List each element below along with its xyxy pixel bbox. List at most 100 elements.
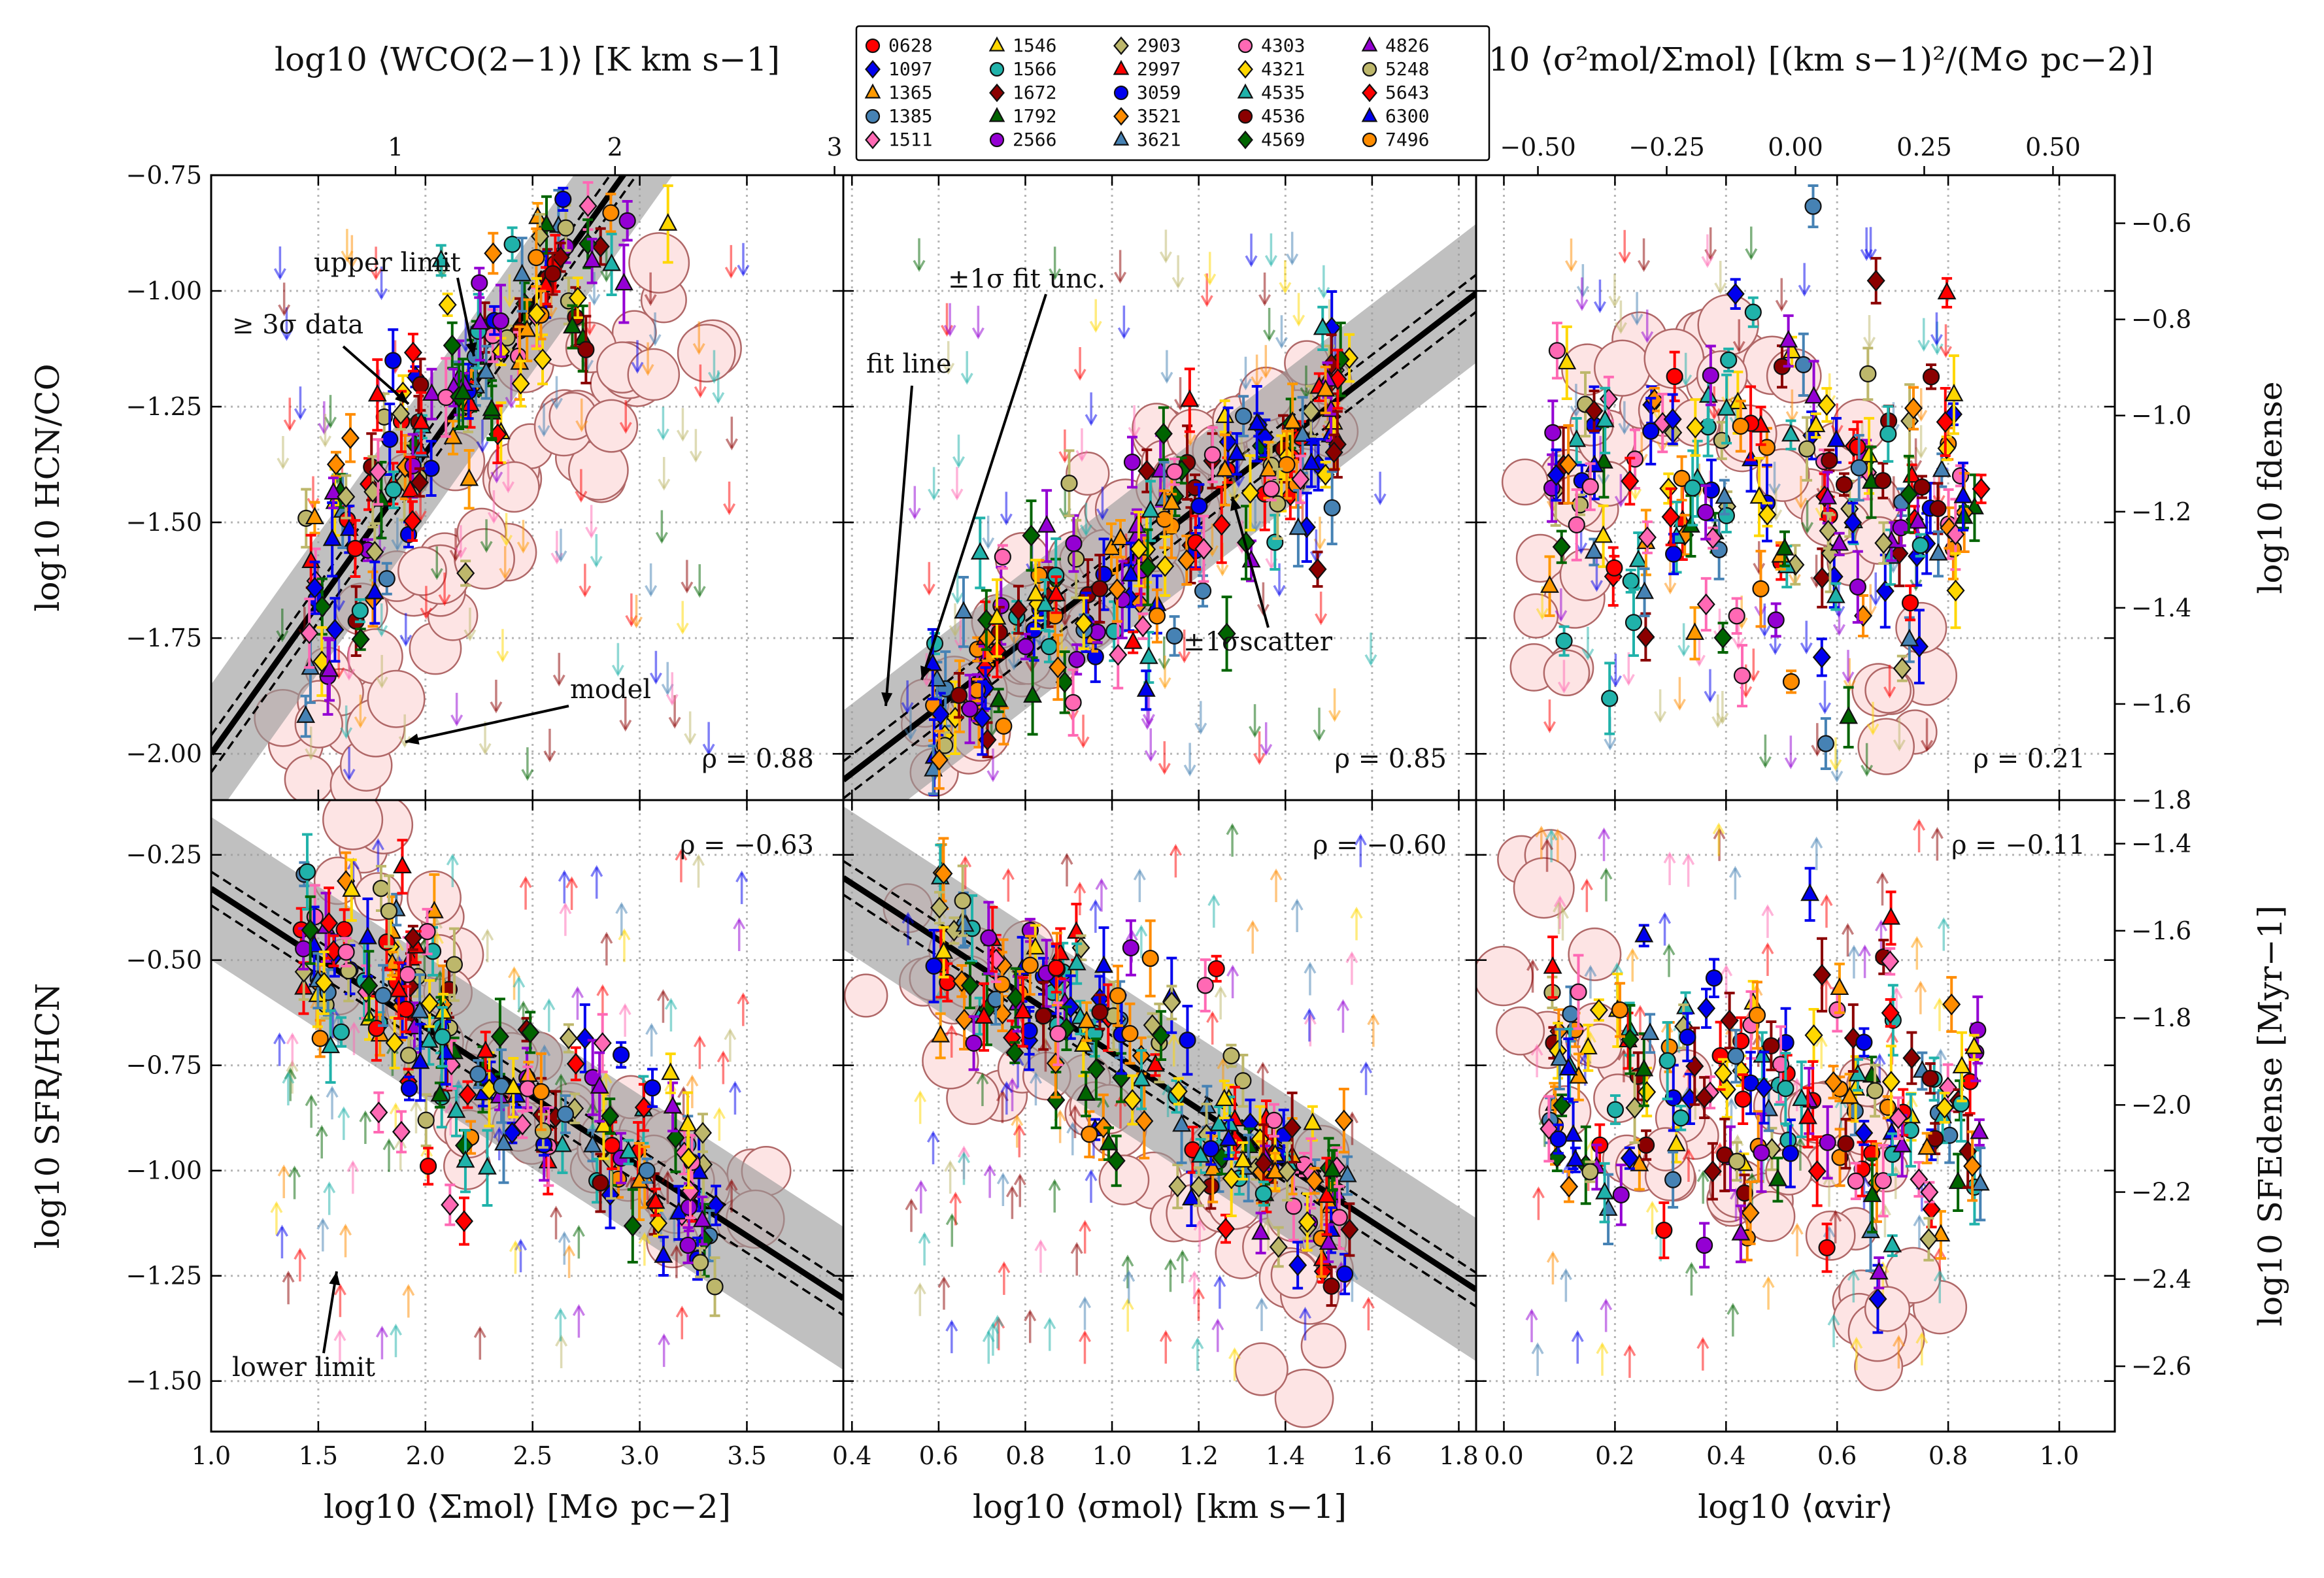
data-point (312, 596, 331, 618)
data-point (1972, 478, 1991, 500)
limit-arrow-head (1373, 493, 1387, 506)
limit-arrow-head (1013, 1173, 1026, 1186)
limit-arrow-head (500, 535, 513, 547)
data-point (1073, 1034, 1093, 1052)
data-point (592, 1174, 609, 1192)
data-point (296, 705, 316, 723)
limit-arrow-head (1286, 253, 1299, 266)
limit-arrow-head (1590, 580, 1603, 592)
data-point (446, 1100, 466, 1118)
limit-arrow-head (737, 264, 750, 277)
limit-arrow-head (675, 848, 688, 861)
limit-arrow-head (558, 1231, 571, 1243)
limit-arrow-head (951, 488, 964, 501)
limit-arrow-head (519, 876, 532, 888)
limit-arrow-head (630, 616, 643, 629)
data-point (1908, 511, 1928, 529)
limit-arrow-head (1048, 1179, 1061, 1191)
data-point (1009, 599, 1028, 621)
limit-arrow-head (1085, 414, 1098, 426)
limit-arrow-head (1262, 1217, 1275, 1229)
data-point (1074, 612, 1093, 635)
limit-arrow-head (694, 386, 707, 399)
limit-arrow-head (294, 408, 307, 420)
limit-arrow-head (1169, 843, 1182, 856)
data-point (1638, 526, 1657, 548)
data-point (1076, 1083, 1096, 1101)
data-point (320, 659, 339, 677)
data-point (1136, 679, 1156, 697)
data-point (593, 1032, 612, 1054)
data-point (1040, 638, 1058, 656)
model-blob (1864, 666, 1912, 714)
data-point (1825, 565, 1844, 588)
data-point (1901, 594, 1919, 612)
data-point (1109, 644, 1128, 666)
data-point (393, 856, 412, 874)
data-point (1665, 545, 1683, 563)
limit-arrow-head (1303, 1007, 1316, 1020)
limit-arrow-head (692, 854, 705, 866)
data-points (292, 833, 726, 1317)
limit-arrow-head (288, 1165, 301, 1178)
limit-arrow-head (600, 270, 613, 283)
data-point (482, 398, 501, 416)
limit-arrow-head (1354, 833, 1367, 846)
data-point (1266, 533, 1284, 551)
data-point (1123, 453, 1141, 471)
limit-arrow-head (371, 838, 384, 850)
data-point (1850, 459, 1868, 477)
limit-arrow-head (1861, 764, 1874, 777)
limit-arrow-head (343, 668, 356, 681)
data-point (1303, 1112, 1322, 1130)
limit-arrow-head (473, 1326, 486, 1338)
data-point (417, 1111, 435, 1129)
data-point (418, 922, 436, 941)
data-point (531, 225, 550, 248)
limit-arrow-head (1704, 690, 1717, 703)
limit-arrow-head (689, 450, 702, 463)
data-point (1308, 558, 1327, 580)
data-point (1336, 1265, 1354, 1283)
data-point (1121, 1025, 1139, 1043)
limit-arrow-head (391, 539, 404, 552)
limit-arrow-head (664, 998, 677, 1010)
data-point (381, 430, 399, 448)
fit-uncertainty-lower (843, 894, 1476, 1308)
data-point (1196, 977, 1214, 994)
panel-plot-area (211, 800, 843, 1432)
limit-arrow-head (571, 986, 584, 998)
data-point (1162, 991, 1181, 1014)
limit-arrow-head (1239, 378, 1252, 391)
data-point (410, 1000, 429, 1018)
limit-arrow-head (270, 1201, 283, 1213)
limit-arrow-head (655, 531, 668, 545)
limit-arrow-head (1253, 752, 1266, 765)
limit-arrow-head (558, 869, 571, 882)
data-point (1702, 367, 1719, 384)
limit-arrow-head (1144, 750, 1157, 762)
limit-arrow-head (670, 1244, 683, 1257)
data-point (1156, 511, 1173, 528)
limit-arrow-head (305, 748, 318, 761)
data-point (961, 700, 979, 718)
data-point (314, 971, 333, 994)
data-point (954, 601, 973, 619)
model-blob (284, 754, 334, 800)
limit-arrow-head (998, 1261, 1011, 1273)
data-point (476, 1040, 496, 1058)
data-point (433, 1028, 451, 1046)
data-point (1601, 690, 1619, 707)
data-point (663, 1096, 682, 1114)
limit-arrow-head (354, 716, 367, 729)
data-point (1642, 422, 1660, 440)
limit-arrow-head (1158, 762, 1171, 775)
data-point (419, 1157, 437, 1175)
data-point (623, 1215, 642, 1237)
model-blob (1098, 1154, 1150, 1205)
data-point (1813, 567, 1832, 589)
data-point (579, 195, 598, 217)
data-point (1726, 282, 1745, 305)
limit-arrow-head (575, 490, 588, 503)
data-point (1323, 499, 1341, 516)
